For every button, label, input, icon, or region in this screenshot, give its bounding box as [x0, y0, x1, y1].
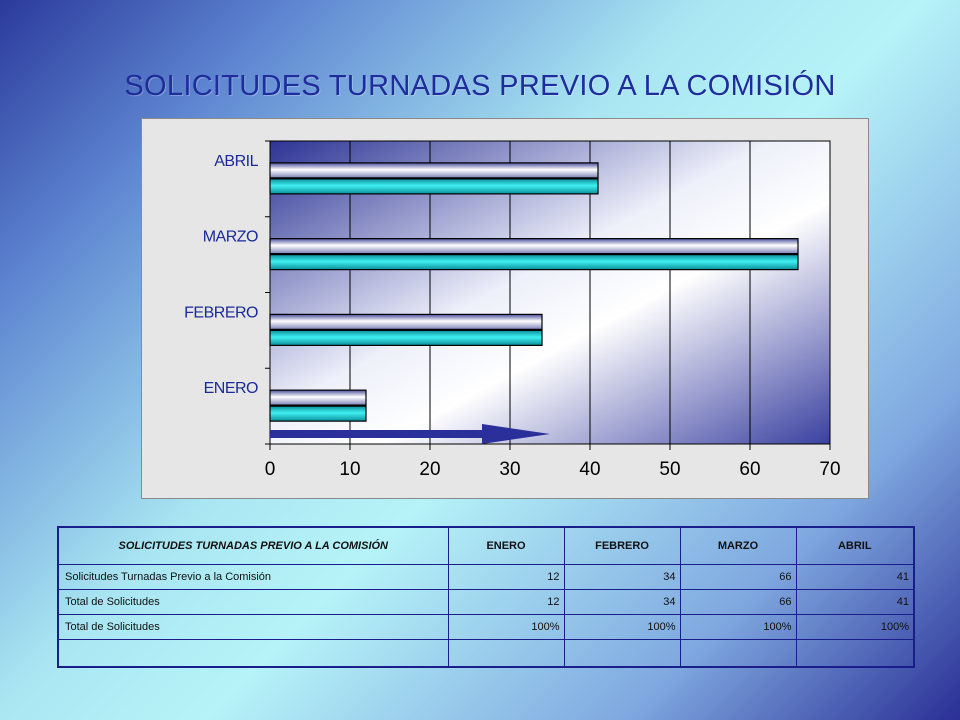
y-axis-ticks	[265, 140, 270, 445]
bars	[269, 162, 799, 422]
bar	[269, 389, 367, 406]
table-cell	[563, 639, 681, 668]
table-header-cell: ENERO	[447, 526, 565, 565]
table-header-cell: SOLICITUDES TURNADAS PREVIO A LA COMISIÓ…	[57, 526, 449, 565]
x-tick-label: 70	[819, 459, 840, 480]
arrow-shape	[270, 424, 550, 444]
chart-area: 0 10 20 30 40 50 60 70 ENERO FEBRERO MARZO ABRIL	[141, 118, 869, 499]
y-tick-label: ENERO	[204, 380, 258, 397]
table-cell	[795, 639, 915, 668]
table-row: Solicitudes Turnadas Previo a la Comisió…	[57, 564, 915, 590]
table-cell: Total de Solicitudes	[57, 589, 449, 615]
table-cell: 41	[795, 564, 915, 590]
table-header-cell: ABRIL	[795, 526, 915, 565]
table-cell: Solicitudes Turnadas Previo a la Comisió…	[57, 564, 449, 590]
bar	[269, 405, 367, 422]
x-tick-label: 10	[339, 459, 360, 480]
x-tick-label: 30	[499, 459, 520, 480]
table-cell: 100%	[679, 614, 797, 640]
table-cell: 34	[563, 564, 681, 590]
table-cell: 100%	[563, 614, 681, 640]
bar	[269, 162, 599, 179]
bar	[269, 329, 543, 346]
table-row	[57, 639, 915, 668]
table-cell	[57, 639, 449, 668]
table-header-cell: MARZO	[679, 526, 797, 565]
y-axis-labels: ENERO FEBRERO MARZO ABRIL	[184, 153, 259, 397]
x-tick-label: 40	[579, 459, 600, 480]
table-cell	[679, 639, 797, 668]
table-header-row: SOLICITUDES TURNADAS PREVIO A LA COMISIÓ…	[57, 526, 915, 565]
table-row: Total de Solicitudes 12 34 66 41	[57, 589, 915, 615]
table-cell: 100%	[795, 614, 915, 640]
x-tick-label: 20	[419, 459, 440, 480]
y-tick-label: MARZO	[203, 229, 258, 246]
table-cell: 66	[679, 564, 797, 590]
x-tick-label: 60	[739, 459, 760, 480]
x-axis-labels: 0 10 20 30 40 50 60 70	[265, 459, 841, 480]
table-cell: 41	[795, 589, 915, 615]
arrow-annotation	[270, 424, 550, 444]
bar-chart: 0 10 20 30 40 50 60 70 ENERO FEBRERO MARZO ABRIL	[184, 140, 841, 480]
table-header-cell: FEBRERO	[563, 526, 681, 565]
table-cell	[447, 639, 565, 668]
y-tick-label: FEBRERO	[184, 304, 258, 321]
table-cell: 34	[563, 589, 681, 615]
table-cell: Total de Solicitudes	[57, 614, 449, 640]
x-tick-label: 50	[659, 459, 680, 480]
table-row: Total de Solicitudes 100% 100% 100% 100%	[57, 614, 915, 640]
bar	[269, 238, 799, 255]
page-title: SOLICITUDES TURNADAS PREVIO A LA COMISIÓ…	[124, 70, 836, 102]
y-tick-label: ABRIL	[214, 153, 258, 170]
table-cell: 12	[447, 564, 565, 590]
bar	[269, 313, 543, 330]
table-cell: 12	[447, 589, 565, 615]
x-tick-label: 0	[265, 459, 276, 480]
table-cell: 100%	[447, 614, 565, 640]
bar	[269, 254, 799, 271]
data-table: SOLICITUDES TURNADAS PREVIO A LA COMISIÓ…	[57, 526, 915, 668]
table-cell: 66	[679, 589, 797, 615]
bar	[269, 178, 599, 195]
